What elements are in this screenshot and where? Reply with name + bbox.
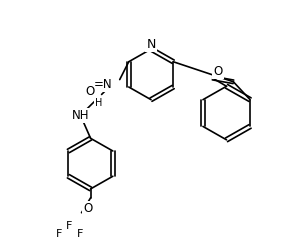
Text: O: O	[214, 65, 223, 78]
Text: F: F	[77, 228, 83, 238]
Text: =N: =N	[94, 78, 112, 90]
Text: H: H	[95, 98, 102, 108]
Text: F: F	[56, 228, 62, 238]
Text: NH: NH	[72, 109, 89, 122]
Text: F: F	[66, 221, 73, 231]
Text: O: O	[85, 85, 94, 98]
Text: O: O	[83, 202, 92, 215]
Text: N: N	[146, 38, 156, 51]
